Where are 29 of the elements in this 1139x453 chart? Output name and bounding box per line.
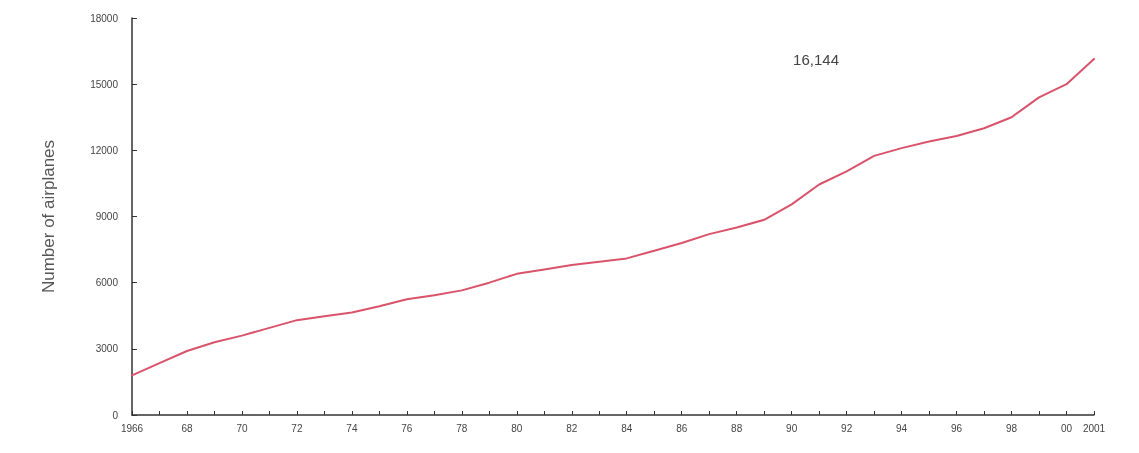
x-tick-label: 70: [236, 422, 248, 434]
x-tick-label: 98: [1005, 422, 1018, 434]
y-tick-label: 18000: [90, 12, 119, 24]
y-tick-label: 0: [112, 409, 119, 421]
y-axis-title: Number of airplanes: [39, 139, 58, 294]
x-tick-label: 76: [401, 422, 413, 434]
x-tick-label: 86: [676, 422, 688, 434]
line-series: [131, 57, 1095, 377]
y-tick-label: 9000: [95, 211, 119, 222]
x-tick-label: 84: [621, 422, 633, 434]
y-tick-label: 6000: [95, 277, 119, 289]
x-tick-label: 90: [786, 422, 798, 434]
x-tick-label: 94: [896, 422, 908, 434]
x-tick-label: 88: [731, 422, 743, 434]
x-tick-label: 72: [291, 422, 303, 434]
x-tick-label: 96: [951, 422, 963, 434]
x-tick-label: 80: [511, 422, 523, 434]
x-tick-label: 2001: [1082, 422, 1106, 434]
x-tick-label: 1966: [120, 422, 144, 434]
x-tick-label: 82: [566, 422, 578, 434]
x-tick-label: 92: [841, 422, 853, 434]
y-tick-label: 15000: [90, 78, 119, 90]
y-tick-label: 12000: [90, 144, 119, 156]
x-tick-label: 74: [346, 422, 358, 434]
x-tick-label: 68: [181, 422, 193, 434]
y-tick-label: 3000: [95, 343, 119, 355]
annotation: 16,144: [793, 51, 840, 68]
x-tick-label: 00: [1060, 422, 1073, 434]
x-tick-label: 78: [456, 422, 468, 434]
